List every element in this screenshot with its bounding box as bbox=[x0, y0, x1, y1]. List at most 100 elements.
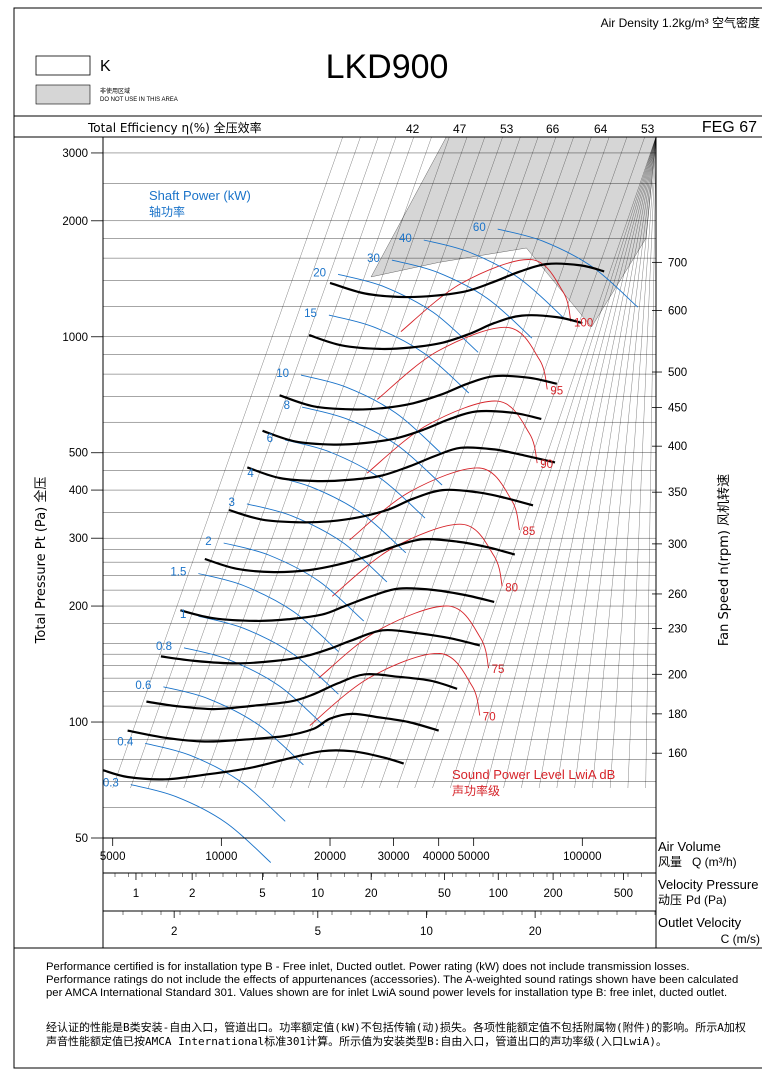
shaft-power-curves bbox=[130, 228, 638, 863]
shaft-power-curve bbox=[198, 573, 339, 652]
shaft-power-value-label: 30 bbox=[367, 253, 380, 265]
vp-tick-label: 500 bbox=[614, 888, 633, 900]
k-label: K bbox=[100, 58, 111, 75]
curve-labels: 0.3 0.4 0.6 0.8 1 1.5 2 3 4 6 8 10 15 20 30 40 60 70 75 80 8… bbox=[103, 222, 593, 789]
model-title: LKD900 bbox=[326, 48, 449, 86]
flow-line bbox=[272, 136, 503, 789]
shaft-power-value-label: 1.5 bbox=[170, 567, 186, 579]
vp-label-cn: 动压 bbox=[658, 893, 682, 907]
x-tick-label: 10000 bbox=[205, 851, 237, 863]
flow-line bbox=[165, 136, 397, 789]
shaft-power-value-label: 2 bbox=[205, 536, 211, 548]
do-not-use-cn: 非使用区域 bbox=[100, 87, 130, 95]
shaft-power-curve bbox=[246, 503, 388, 583]
efficiency-value: 47 bbox=[453, 122, 467, 136]
x-tick-label: 5000 bbox=[100, 851, 126, 863]
vp-tick-label: 50 bbox=[438, 888, 451, 900]
vp-unit: Pd (Pa) bbox=[686, 893, 727, 907]
y-tick-label: 300 bbox=[69, 533, 88, 545]
do-not-use-area bbox=[370, 136, 657, 328]
right-tick-label: 500 bbox=[668, 367, 687, 379]
shaft-power-curve bbox=[183, 647, 325, 727]
flow-line bbox=[503, 136, 657, 789]
shaft-power-value-label: 0.6 bbox=[135, 680, 151, 692]
shaft-power-value-label: 40 bbox=[399, 233, 412, 245]
flow-line bbox=[609, 136, 657, 789]
right-axis-label: Fan Speed n(rpm) 风机转速 bbox=[717, 474, 732, 646]
sound-power-value-label: 75 bbox=[492, 664, 505, 676]
shaft-power-curve bbox=[223, 542, 364, 622]
sound-power-value-label: 80 bbox=[505, 582, 518, 594]
flow-line bbox=[112, 136, 343, 789]
speed-curve bbox=[228, 488, 534, 524]
vp-tick-label: 10 bbox=[311, 888, 324, 900]
sound-power-value-label: 85 bbox=[523, 526, 536, 538]
vp-tick-label: 20 bbox=[365, 888, 378, 900]
flow-line bbox=[343, 136, 574, 789]
shaft-power-value-label: 0.8 bbox=[156, 641, 172, 653]
shaft-power-curve bbox=[423, 239, 565, 319]
shaft-power-value-label: 20 bbox=[313, 267, 326, 279]
flow-line bbox=[236, 136, 468, 789]
ov-tick-label: 20 bbox=[529, 926, 542, 938]
efficiency-value: 53 bbox=[500, 122, 514, 136]
right-tick-label: 260 bbox=[668, 589, 687, 601]
shaft-power-curve bbox=[163, 686, 304, 766]
sound-power-label-cn: 声功率级 bbox=[452, 783, 500, 798]
flow-line bbox=[467, 136, 657, 789]
flow-line bbox=[325, 136, 557, 789]
efficiency-value: 42 bbox=[406, 122, 420, 136]
do-not-use-polygon bbox=[370, 136, 657, 328]
shaft-power-curve bbox=[328, 314, 470, 394]
x-tick-label: 20000 bbox=[314, 851, 346, 863]
sound-power-curves bbox=[309, 259, 572, 726]
speed-curve bbox=[279, 374, 558, 411]
speed-curve bbox=[160, 628, 481, 665]
ov-tick-label: 2 bbox=[171, 926, 177, 938]
flow-line bbox=[645, 136, 657, 789]
y-tick-label: 1000 bbox=[62, 332, 88, 344]
right-tick-label: 200 bbox=[668, 669, 687, 681]
sound-power-value-label: 70 bbox=[483, 711, 496, 723]
right-tick-label: 450 bbox=[668, 403, 687, 415]
x-tick-label: 40000 bbox=[423, 851, 455, 863]
x-axis-label-cn: 风量 bbox=[658, 855, 682, 869]
ov-tick-label: 5 bbox=[315, 926, 321, 938]
right-tick-label: 700 bbox=[668, 257, 687, 269]
shaft-power-curve bbox=[284, 439, 426, 519]
sound-power-curve bbox=[318, 605, 490, 679]
y-tick-label: 2000 bbox=[62, 216, 88, 228]
right-tick-label: 600 bbox=[668, 305, 687, 317]
right-tick-label: 230 bbox=[668, 623, 687, 635]
shaft-power-value-label: 15 bbox=[304, 308, 317, 320]
speed-curve bbox=[146, 672, 458, 711]
shaft-power-value-label: 0.3 bbox=[103, 778, 119, 790]
sound-power-curve bbox=[309, 653, 481, 726]
do-not-use-swatch bbox=[35, 84, 91, 105]
flow-line bbox=[485, 136, 657, 789]
right-tick-label: 300 bbox=[668, 539, 687, 551]
ov-tick-label: 10 bbox=[420, 926, 433, 938]
shaft-power-curve bbox=[391, 259, 533, 339]
fan-code: FEG 67 bbox=[702, 119, 757, 136]
sound-power-value-label: 95 bbox=[550, 385, 563, 397]
air-density-label: Air Density 1.2kg/m³ 空气密度 bbox=[601, 15, 760, 30]
ov-label: Outlet Velocity bbox=[658, 915, 742, 930]
vp-tick-label: 2 bbox=[189, 888, 195, 900]
y-tick-label: 3000 bbox=[62, 148, 88, 160]
shaft-power-value-label: 60 bbox=[473, 222, 486, 234]
speed-curve bbox=[308, 314, 583, 351]
shaft-power-value-label: 3 bbox=[228, 497, 234, 509]
sound-power-curve bbox=[366, 400, 538, 474]
speed-curve bbox=[180, 587, 495, 623]
flow-line bbox=[592, 136, 657, 789]
efficiency-values: 42 47 53 66 64 53 bbox=[406, 122, 655, 136]
plot-frame bbox=[102, 136, 657, 839]
flow-line bbox=[396, 136, 628, 789]
shaft-power-curve bbox=[497, 228, 638, 308]
shaft-power-curve bbox=[145, 742, 286, 822]
right-tick-label: 350 bbox=[668, 487, 687, 499]
vp-tick-label: 5 bbox=[259, 888, 265, 900]
shaft-power-value-label: 8 bbox=[284, 400, 290, 412]
